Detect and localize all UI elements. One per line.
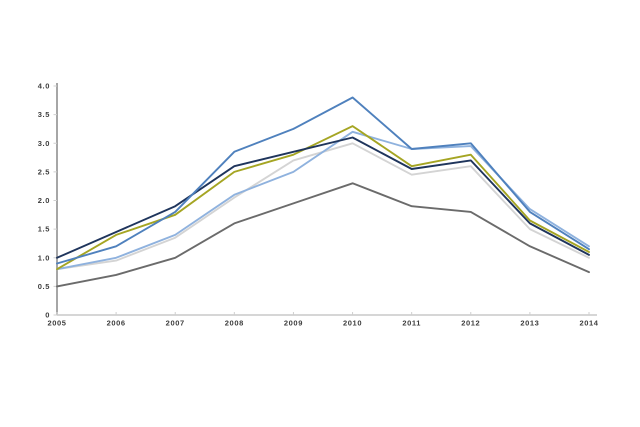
- series-line-medium-blue: [56, 96, 590, 265]
- x-tick-label: 2014: [579, 319, 598, 328]
- x-tick-label: 2011: [402, 319, 421, 328]
- x-tick-label: 2013: [520, 319, 539, 328]
- y-tick-label: 3.0: [38, 139, 50, 148]
- series-line-dark-gray: [56, 182, 590, 288]
- y-tick-label: 3.5: [38, 110, 50, 119]
- y-tick-label: 2.0: [38, 196, 50, 205]
- x-tick-label: 2006: [107, 319, 126, 328]
- x-tick-label: 2007: [166, 319, 185, 328]
- x-tick-label: 2005: [47, 319, 66, 328]
- series-line-dark-navy: [56, 136, 590, 259]
- x-tick-label: 2012: [461, 319, 480, 328]
- x-tick-label: 2008: [225, 319, 244, 328]
- x-tick-label: 2010: [343, 319, 362, 328]
- y-tick-label: 4.0: [38, 82, 50, 91]
- y-tick-label: 0: [45, 311, 50, 320]
- series-line-olive: [56, 125, 590, 271]
- y-tick-label: 1.0: [38, 253, 50, 262]
- y-tick-label: 1.5: [38, 225, 50, 234]
- y-tick-label: 2.5: [38, 167, 50, 176]
- x-tick-label: 2009: [284, 319, 303, 328]
- y-tick-label: 0.5: [38, 282, 50, 291]
